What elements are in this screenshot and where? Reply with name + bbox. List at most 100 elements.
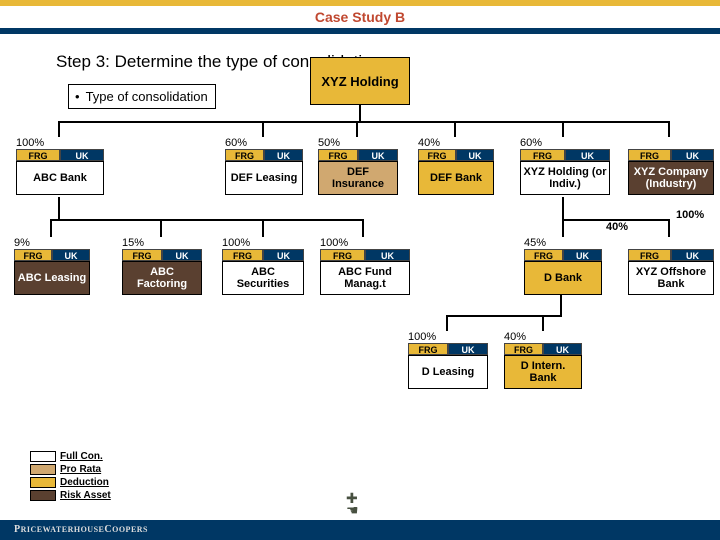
entity-label: ABC Factoring — [122, 261, 202, 295]
entity-node: 45%FRGUKD Bank — [524, 249, 602, 295]
flag-row: FRGUK — [418, 149, 494, 161]
entity-label: XYZ Holding (or Indiv.) — [520, 161, 610, 195]
flag-uk: UK — [671, 149, 714, 161]
legend-swatch — [30, 490, 56, 501]
ownership-pct: 50% — [316, 137, 342, 149]
flag-uk: UK — [448, 343, 488, 355]
legend-swatch — [30, 451, 56, 462]
line — [562, 219, 564, 237]
line — [58, 121, 670, 123]
flag-uk: UK — [365, 249, 410, 261]
legend: Full Con. Pro Rata Deduction Risk Asset — [30, 450, 111, 502]
flag-row: FRGUK — [122, 249, 202, 261]
ownership-pct: 15% — [120, 237, 146, 249]
flag-frg: FRG — [14, 249, 52, 261]
ownership-pct: 100% — [406, 331, 438, 343]
entity-node: 40%FRGUKDEF Bank — [418, 149, 494, 195]
legend-row: Deduction — [30, 476, 111, 489]
entity-node: 40%FRGUKD Intern. Bank — [504, 343, 582, 389]
line — [542, 315, 544, 331]
line — [262, 219, 264, 237]
line — [50, 219, 364, 221]
flag-uk: UK — [60, 149, 104, 161]
flag-row: FRGUK — [16, 149, 104, 161]
entity-node: 100%FRGUKD Leasing — [408, 343, 488, 389]
flag-row: FRGUK — [320, 249, 410, 261]
line — [356, 121, 358, 137]
entity-label: DEF Bank — [418, 161, 494, 195]
entity-node: 60%FRGUKXYZ Holding (or Indiv.) — [520, 149, 610, 195]
entity-label: XYZ Offshore Bank — [628, 261, 714, 295]
root-label: XYZ Holding — [321, 74, 398, 89]
flag-frg: FRG — [222, 249, 263, 261]
ownership-pct: 60% — [223, 137, 249, 149]
line — [668, 121, 670, 137]
flag-uk: UK — [565, 149, 610, 161]
entity-node: FRGUKXYZ Offshore Bank — [628, 249, 714, 295]
flag-frg: FRG — [16, 149, 60, 161]
flag-uk: UK — [358, 149, 398, 161]
entity-label: D Bank — [524, 261, 602, 295]
flag-frg: FRG — [520, 149, 565, 161]
flag-uk: UK — [671, 249, 714, 261]
flag-frg: FRG — [225, 149, 264, 161]
ownership-pct: 100% — [318, 237, 350, 249]
flag-row: FRGUK — [222, 249, 304, 261]
line — [454, 121, 456, 137]
ownership-pct: 100% — [220, 237, 252, 249]
entity-node: 15%FRGUKABC Factoring — [122, 249, 202, 295]
ownership-pct: 9% — [12, 237, 32, 249]
flag-uk: UK — [52, 249, 90, 261]
ownership-pct: 40% — [416, 137, 442, 149]
ownership-pct: 100% — [14, 137, 46, 149]
flag-row: FRGUK — [520, 149, 610, 161]
flag-frg: FRG — [408, 343, 448, 355]
entity-label: ABC Bank — [16, 161, 104, 195]
flag-uk: UK — [162, 249, 202, 261]
legend-row: Full Con. — [30, 450, 111, 463]
ownership-pct: 40% — [502, 331, 528, 343]
legend-swatch — [30, 477, 56, 488]
entity-label: DEF Leasing — [225, 161, 303, 195]
flag-frg: FRG — [418, 149, 456, 161]
line — [58, 121, 60, 137]
legend-label: Pro Rata — [60, 464, 101, 475]
org-diagram: XYZ Holding 100%FRGUKABC Bank60%FRGUKDEF… — [0, 109, 720, 479]
line — [560, 295, 562, 315]
entity-label: XYZ Company (Industry) — [628, 161, 714, 195]
flag-frg: FRG — [524, 249, 563, 261]
title-band: Case Study B — [0, 6, 720, 34]
flag-row: FRGUK — [628, 149, 714, 161]
legend-row: Pro Rata — [30, 463, 111, 476]
ownership-pct: 45% — [522, 237, 548, 249]
line — [262, 121, 264, 137]
entity-node: 100%FRGUKABC Fund Manag.t — [320, 249, 410, 295]
entity-node: FRGUKXYZ Company (Industry) — [628, 149, 714, 195]
line — [50, 219, 52, 237]
legend-label: Full Con. — [60, 451, 103, 462]
entity-node: 100%FRGUKABC Bank — [16, 149, 104, 195]
root-node: XYZ Holding — [310, 57, 410, 105]
footer-brand: PRICEWATERHOUSECOOPERS — [0, 520, 720, 540]
flag-frg: FRG — [628, 149, 671, 161]
nav-icons[interactable]: ✚☚ — [346, 492, 359, 516]
entity-label: D Leasing — [408, 355, 488, 389]
flag-row: FRGUK — [318, 149, 398, 161]
legend-label: Risk Asset — [60, 490, 111, 501]
legend-label: Deduction — [60, 477, 109, 488]
flag-frg: FRG — [628, 249, 671, 261]
line — [359, 105, 361, 121]
entity-node: 60%FRGUKDEF Leasing — [225, 149, 303, 195]
flag-row: FRGUK — [504, 343, 582, 355]
entity-node: 100%FRGUKABC Securities — [222, 249, 304, 295]
flag-row: FRGUK — [408, 343, 488, 355]
flag-uk: UK — [456, 149, 494, 161]
flag-row: FRGUK — [628, 249, 714, 261]
entity-label: ABC Fund Manag.t — [320, 261, 410, 295]
line — [668, 219, 670, 237]
flag-frg: FRG — [122, 249, 162, 261]
flag-frg: FRG — [504, 343, 543, 355]
flag-row: FRGUK — [524, 249, 602, 261]
page-title: Case Study B — [315, 9, 405, 25]
flag-frg: FRG — [320, 249, 365, 261]
